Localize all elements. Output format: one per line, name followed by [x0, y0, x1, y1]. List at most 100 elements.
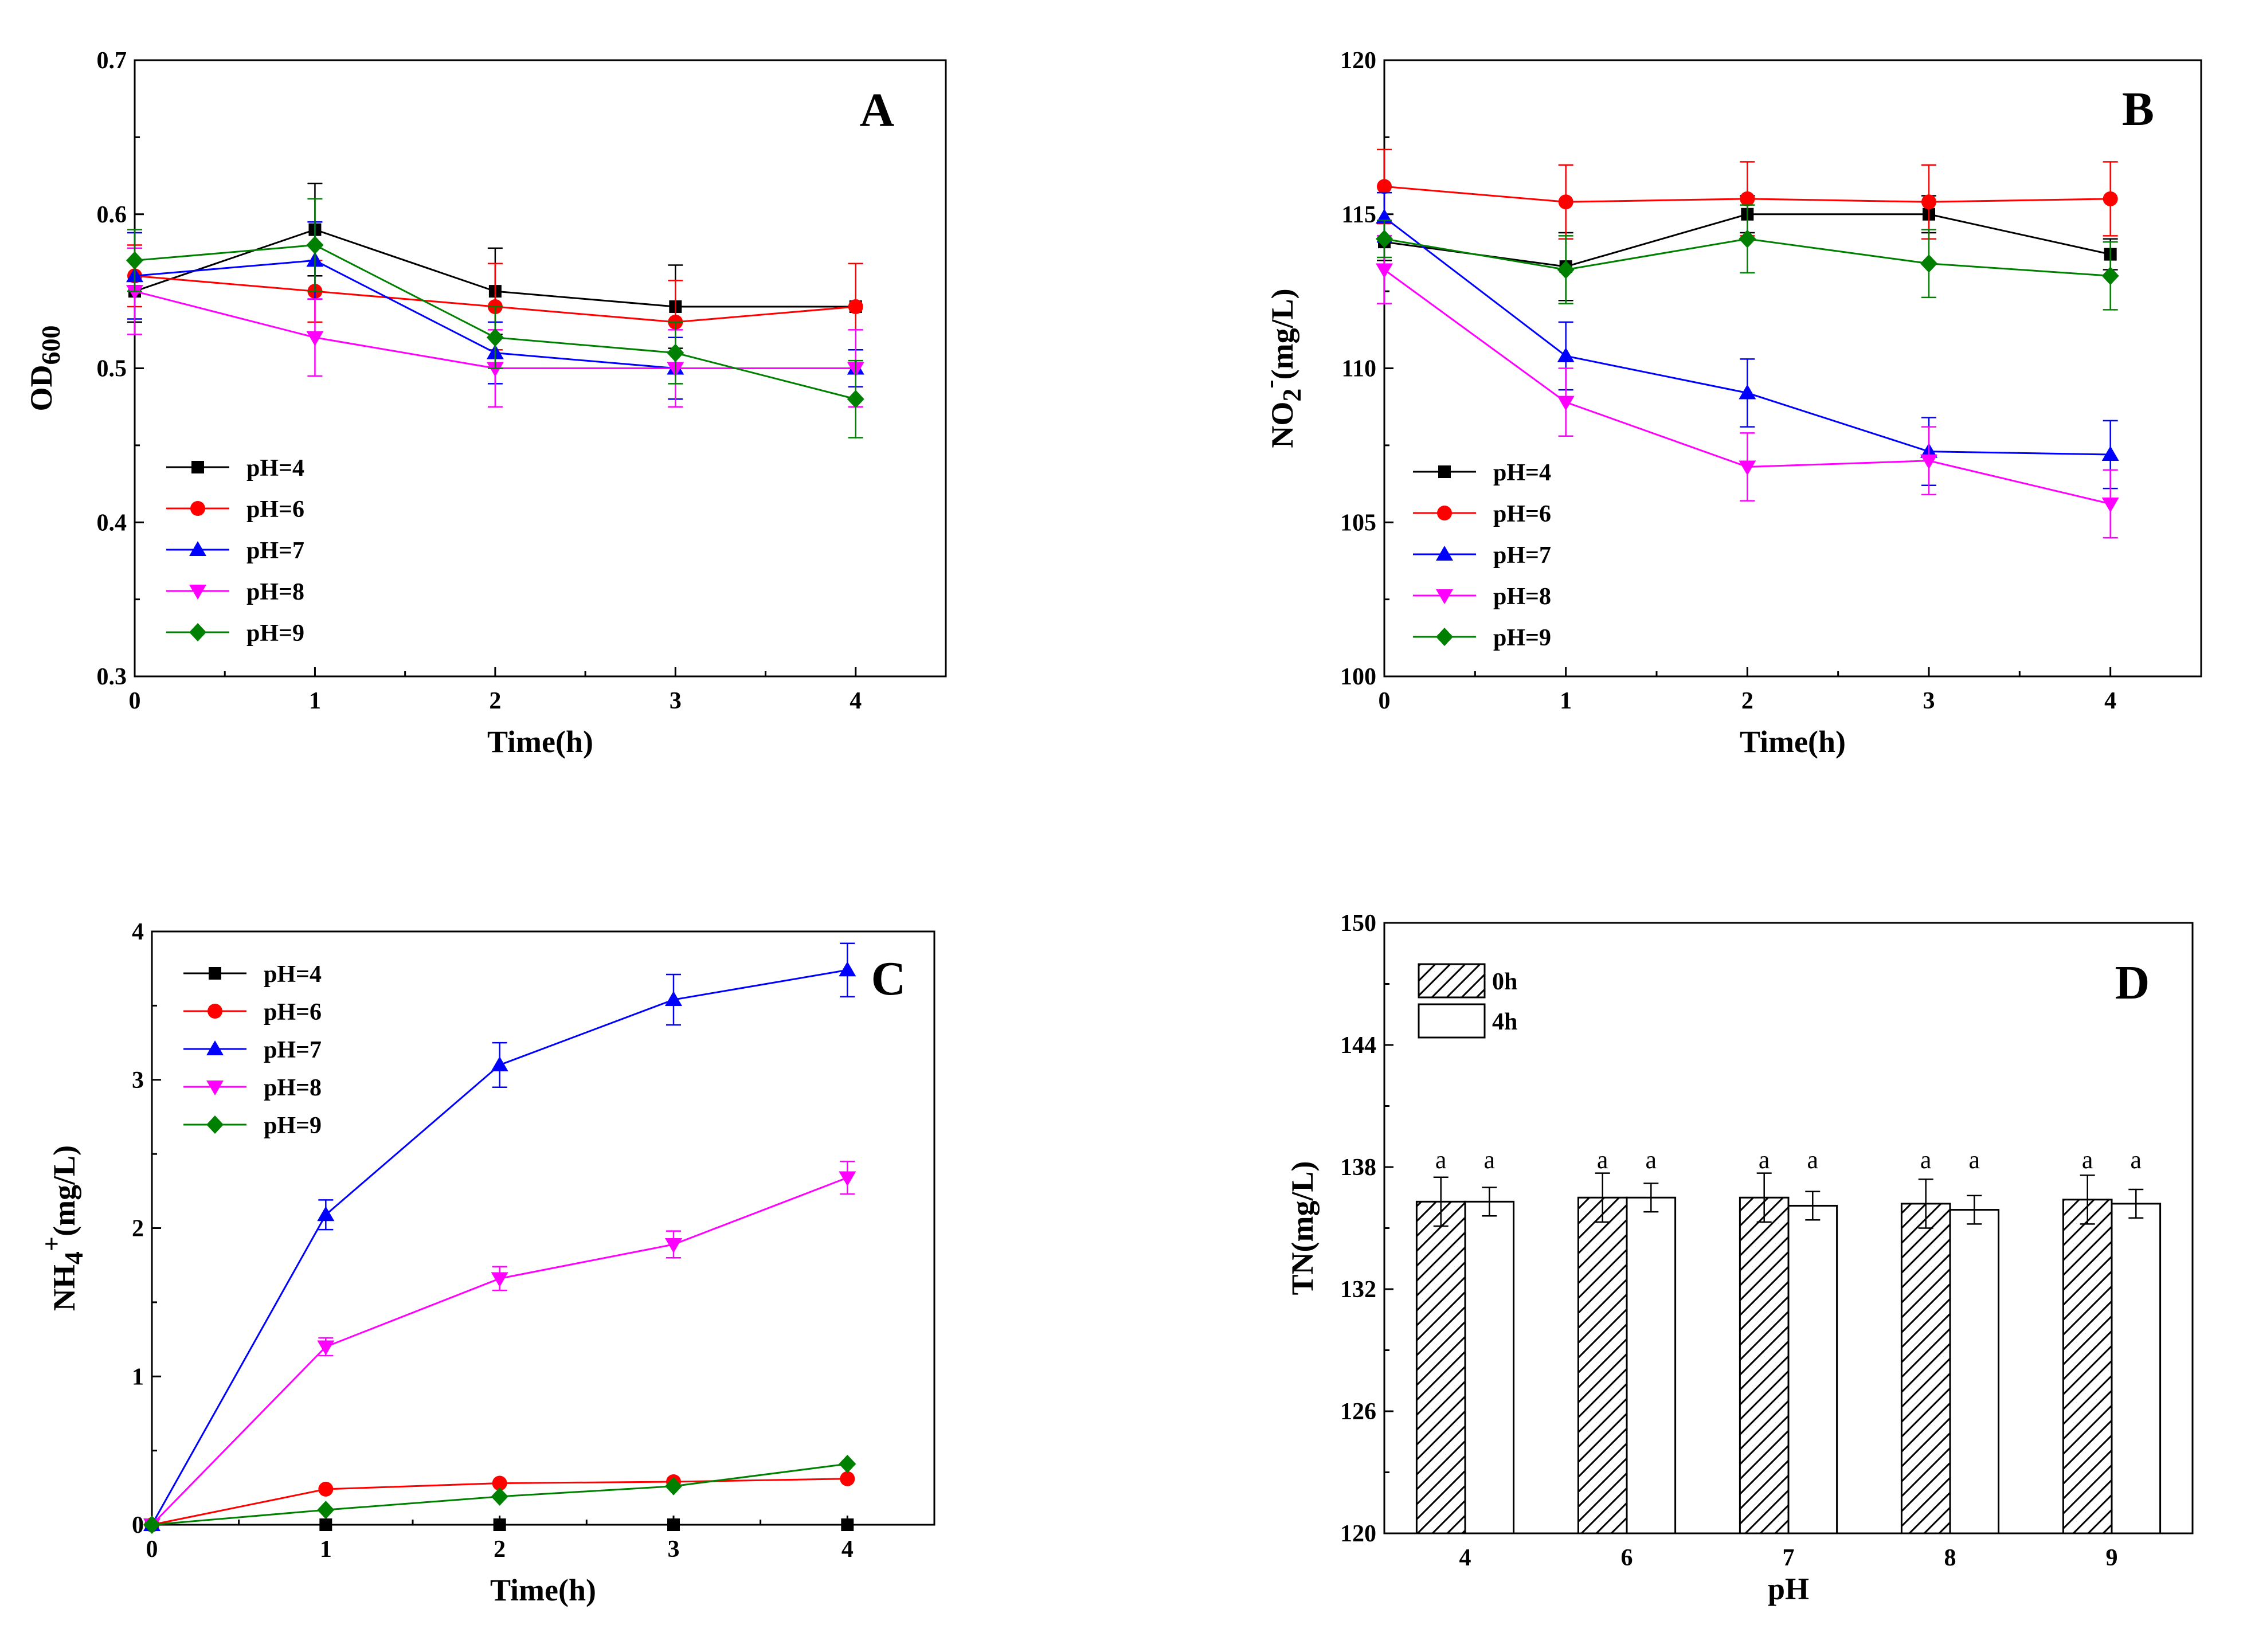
panel-letter: B	[2122, 83, 2154, 136]
legend-marker	[1437, 506, 1452, 520]
x-tick-label: 0	[129, 688, 141, 714]
series-ph-8	[143, 1160, 856, 1533]
panel-letter: D	[2115, 956, 2150, 1009]
y-tick-label: 3	[132, 1067, 144, 1094]
data-point	[2101, 267, 2119, 285]
y-axis-ticks: 100 105 110 115 120	[1340, 48, 1393, 690]
x-tick-label: 0	[146, 1536, 158, 1563]
y-tick-label: 105	[1340, 510, 1376, 536]
legend-label: 0h	[1492, 969, 1517, 995]
legend-marker	[1438, 465, 1451, 478]
legend-marker	[1436, 546, 1453, 561]
legend-marker	[208, 1004, 222, 1019]
data-point	[665, 1238, 682, 1253]
data-point	[491, 1272, 508, 1287]
panel-letter: C	[871, 952, 906, 1005]
data-point	[2101, 498, 2119, 512]
data-point	[667, 343, 684, 362]
x-tick-label: 3	[670, 688, 682, 714]
data-point	[1920, 254, 1937, 273]
legend-label: pH=6	[264, 999, 322, 1025]
legend-marker	[1436, 628, 1453, 646]
legend-marker	[189, 585, 206, 600]
x-tick-label: 4	[841, 1536, 854, 1563]
panel-letter: A	[860, 84, 895, 137]
y-tick-label: 0.3	[97, 664, 127, 690]
data-point	[493, 1518, 506, 1531]
data-point	[840, 1471, 855, 1486]
data-point	[1740, 191, 1755, 206]
data-point	[126, 251, 143, 270]
data-point	[847, 390, 864, 409]
y-tick-label: 0.7	[97, 48, 127, 74]
data-point	[143, 1516, 160, 1534]
y-tick-label: 126	[1340, 1399, 1376, 1425]
series-ph-9	[1376, 204, 2119, 311]
data-point	[1376, 263, 1393, 279]
significance-label: a	[1435, 1146, 1447, 1174]
significance-label: a	[1969, 1146, 1980, 1174]
significance-label: a	[1597, 1146, 1608, 1174]
bar-4h	[1787, 1204, 1838, 1534]
y-tick-label: 0.5	[97, 356, 127, 382]
y-axis-title: NO2-(mg/L)	[1255, 288, 1306, 448]
x-axis-title: pH	[1768, 1572, 1809, 1606]
x-tick-label: 2	[1741, 688, 1753, 714]
legend-label: pH=4	[246, 455, 304, 481]
x-tick-label: 2	[489, 688, 501, 714]
bar-0h	[1415, 1200, 1466, 1534]
y-axis-title: NH4+(mg/L)	[37, 1145, 88, 1311]
data-point	[841, 1518, 854, 1531]
data-point	[667, 1518, 680, 1531]
panel-b: 100 105 110 115 120 0 1 2 3 4 Time(h) NO2-(mg/L) BpH…	[1255, 48, 2202, 759]
legend-marker	[209, 967, 221, 980]
y-tick-label: 0.6	[97, 202, 127, 228]
data-point	[1376, 229, 1393, 248]
series-ph-9	[143, 1454, 856, 1534]
legend-marker	[206, 1115, 224, 1134]
y-axis-title: TN(mg/L)	[1285, 1161, 1320, 1295]
data-point	[492, 1475, 507, 1491]
significance-label: a	[2082, 1146, 2093, 1174]
data-point	[318, 1481, 334, 1497]
data-point	[486, 362, 504, 377]
data-point	[665, 1477, 682, 1496]
x-axis-ticks: 0 1 2 3 4	[129, 667, 947, 714]
data-point	[1557, 260, 1575, 279]
legend-label: pH=8	[246, 579, 304, 605]
x-axis-title: Time(h)	[490, 1573, 596, 1607]
data-point	[491, 1056, 508, 1071]
data-point	[839, 1454, 856, 1473]
x-tick-label: 4	[1459, 1545, 1471, 1571]
legend-label: pH=9	[246, 620, 304, 647]
y-axis-ticks: 120 126 132 138 144 150	[1340, 910, 1393, 1547]
bar-4h	[1626, 1196, 1677, 1534]
panel-c: 0 1 2 3 4 0 1 2 3 4 Time(h) NH4+(mg/L) CpH=4 pH=6 pH=7…	[37, 919, 935, 1607]
legend-marker	[189, 541, 206, 556]
data-point	[126, 285, 143, 300]
x-tick-label: 0	[1379, 688, 1391, 714]
data-point	[317, 1340, 335, 1356]
legend-label: pH=6	[246, 496, 304, 523]
bar-0h	[1739, 1196, 1790, 1534]
significance-label: a	[1920, 1146, 1932, 1174]
data-point	[1739, 460, 1756, 476]
data-point	[665, 991, 682, 1007]
y-tick-label: 100	[1340, 664, 1376, 690]
data-point	[2103, 191, 2118, 206]
series-ph-7	[143, 942, 856, 1531]
legend-label: pH=4	[264, 961, 322, 988]
y-tick-label: 120	[1340, 48, 1376, 74]
x-tick-label: 1	[320, 1536, 332, 1563]
x-tick-label: 8	[1944, 1545, 1956, 1571]
data-point	[1739, 384, 1756, 400]
y-tick-label: 138	[1340, 1154, 1376, 1181]
y-tick-label: 0.4	[97, 510, 127, 536]
data-point	[1920, 454, 1937, 469]
x-tick-label: 4	[850, 688, 862, 714]
legend-swatch	[1418, 1003, 1486, 1039]
legend-label: pH=7	[1493, 542, 1551, 569]
data-point	[317, 1501, 335, 1520]
x-axis-title: Time(h)	[487, 725, 593, 759]
x-tick-label: 1	[309, 688, 321, 714]
